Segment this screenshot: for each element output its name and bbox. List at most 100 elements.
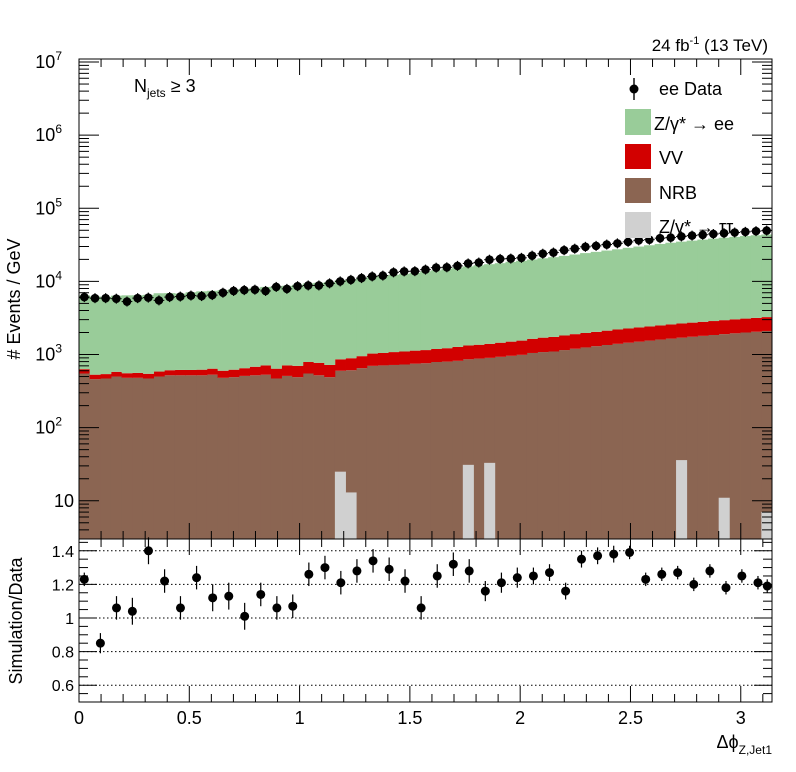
ratio-panel: 0.6 0.8 1 1.2 1.4 0 0.5 1 1.5 2 2.5 3 Simulation/Da… [6,537,773,757]
ratio-point [464,566,474,576]
x-tick-label: 1 [295,708,305,728]
data-point [112,294,121,303]
bar-vv [750,317,762,332]
bar-nrb [430,362,442,539]
bar-vv [196,369,208,376]
bar-nrb [345,370,357,539]
bar-nrb [164,375,176,539]
bar-nrb [238,375,250,539]
data-point [751,226,761,236]
main-y-axis-label: # Events / GeV [4,238,24,359]
data-point [165,292,174,302]
bar-nrb [324,377,336,539]
bar-nrb [420,363,432,539]
data-point [389,268,398,277]
bar-vv [484,343,496,358]
bar-dy [249,287,261,367]
bar-vv [345,358,357,371]
bar-vv [548,336,560,352]
bar-nrb [121,377,133,539]
bar-nrb [142,378,155,539]
ratio-point [496,578,506,588]
bar-nrb [462,359,474,539]
bar-dy [217,290,229,371]
bar-nrb [612,343,624,539]
data-point [613,239,622,248]
bar-dy [622,247,634,329]
ratio-point [705,566,715,576]
bar-vv [142,373,155,379]
data-point [623,237,633,247]
legend-label-dy-tautau: Z/γ* → ττ [659,217,733,237]
data-point [271,282,281,292]
bar-vv [398,351,410,365]
bar-vv [164,370,176,376]
legend-swatch-dy-tautau [625,212,651,238]
ratio-point [240,611,250,621]
data-point [709,229,718,239]
x-tick-label: 0.5 [177,708,202,728]
data-point [421,265,430,274]
bar-nrb [473,358,485,539]
data-point [303,281,313,290]
ratio-point [256,589,266,599]
legend-swatch-dy-ee [625,109,651,135]
ratio-point [762,581,772,591]
bar-dy [185,292,197,370]
bar-vv [228,369,240,378]
ratio-panel-frame [78,538,773,703]
bar-vv [356,356,368,369]
data-point [442,262,452,272]
ratio-point [753,578,763,588]
ratio-point [192,573,202,583]
bar-dytt [345,492,357,539]
data-point [399,267,409,276]
bar-vv [558,335,570,351]
data-point [101,293,110,303]
bar-dy [484,264,496,344]
bar-nrb [718,334,730,539]
bar-dytt [676,460,688,539]
legend-swatch-nrb [625,178,651,203]
data-point [719,228,729,238]
bar-dy [505,261,517,342]
bar-vv [334,359,346,371]
bar-dy [654,243,666,326]
bar-vv [270,368,282,379]
data-point [410,266,420,276]
bar-vv [729,319,741,334]
bar-nrb [516,354,528,539]
bar-vv [153,371,165,377]
bar-vv [132,372,144,378]
bar-vv [409,350,421,364]
bar-dy [676,241,688,324]
bar-vv [121,373,133,378]
bar-dy [750,235,762,318]
data-point [346,275,356,285]
data-point [250,285,260,294]
bar-vv [708,321,720,335]
bar-nrb [196,375,208,539]
bar-vv [260,365,272,375]
ratio-point [416,603,426,613]
bar-nrb [558,350,570,539]
data-point [549,248,558,257]
data-point [666,233,676,242]
bar-nrb [526,352,538,539]
bar-dy [548,257,560,337]
bar-vv [473,344,485,359]
bar-vv [377,352,389,366]
data-point [175,292,185,301]
ratio-point [224,591,234,601]
data-point [677,232,686,241]
data-point [186,291,196,300]
bar-vv [697,321,709,336]
bar-nrb [110,376,123,539]
bar-nrb [601,344,613,539]
ratio-point [689,579,699,589]
ratio-y-tick-label: 1.4 [52,544,74,561]
data-point [655,233,665,243]
bar-dy [121,295,133,374]
bar-nrb [569,348,581,539]
bar-dy [100,296,112,375]
